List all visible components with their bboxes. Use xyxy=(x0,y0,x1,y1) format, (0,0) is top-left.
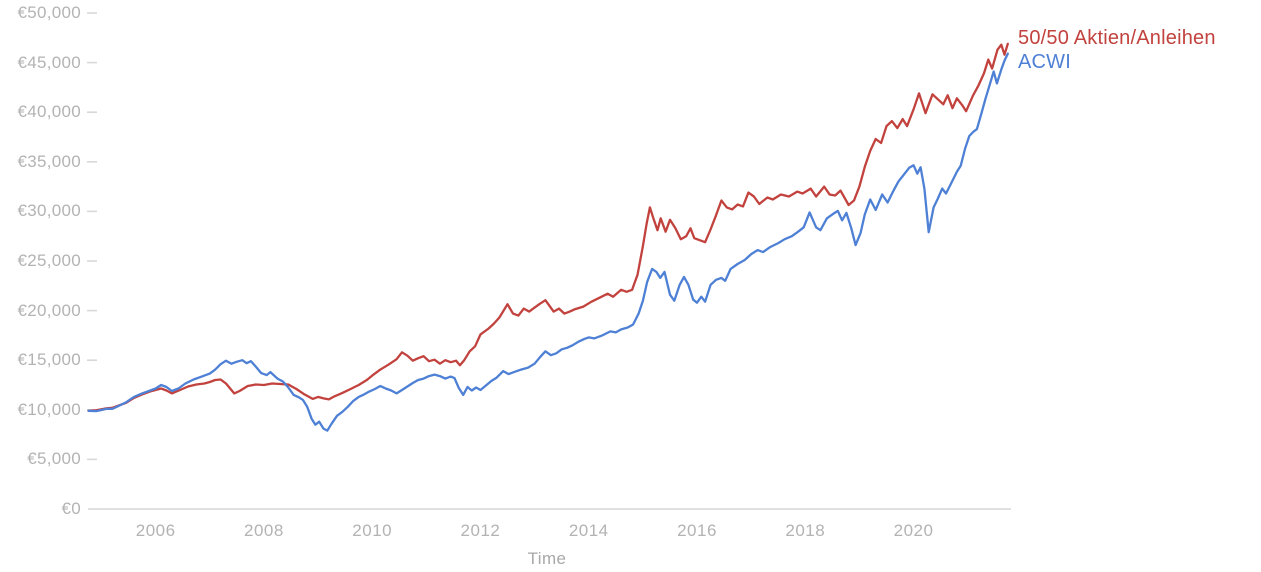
y-tick-label: €20,000 xyxy=(17,300,81,320)
legend-item-acwi: ACWI xyxy=(1018,51,1072,73)
y-tick-label: €35,000 xyxy=(17,151,81,171)
x-axis-title: Time xyxy=(527,549,567,568)
legend-item-5050-aktien-anleihen: 50/50 Aktien/Anleihen xyxy=(1018,27,1216,49)
y-tick-label: €10,000 xyxy=(17,399,81,419)
x-tick-label: 2008 xyxy=(244,521,284,540)
legend: 50/50 Aktien/Anleihen ACWI xyxy=(1018,26,1216,74)
y-tick-label: €40,000 xyxy=(17,102,81,122)
x-tick-label: 2012 xyxy=(460,521,501,540)
y-tick-label: €0 xyxy=(61,499,81,518)
x-tick-label: 2006 xyxy=(135,521,176,540)
y-tick-label: €50,000 xyxy=(17,3,81,22)
x-tick-label: 2010 xyxy=(352,521,393,540)
x-tick-label: 2014 xyxy=(568,521,609,540)
y-tick-label: €25,000 xyxy=(17,251,81,270)
x-tick-label: 2020 xyxy=(893,521,934,540)
x-tick-label: 2018 xyxy=(785,521,826,540)
y-tick-label: €15,000 xyxy=(17,350,81,370)
x-tick-label: 2016 xyxy=(677,521,717,540)
y-tick-label: €45,000 xyxy=(17,52,81,72)
y-tick-label: €5,000 xyxy=(27,449,81,469)
series-line-5050-aktien-anleihen xyxy=(87,42,1009,412)
series-line-acwi xyxy=(87,52,1009,432)
y-tick-label: €30,000 xyxy=(17,201,81,221)
